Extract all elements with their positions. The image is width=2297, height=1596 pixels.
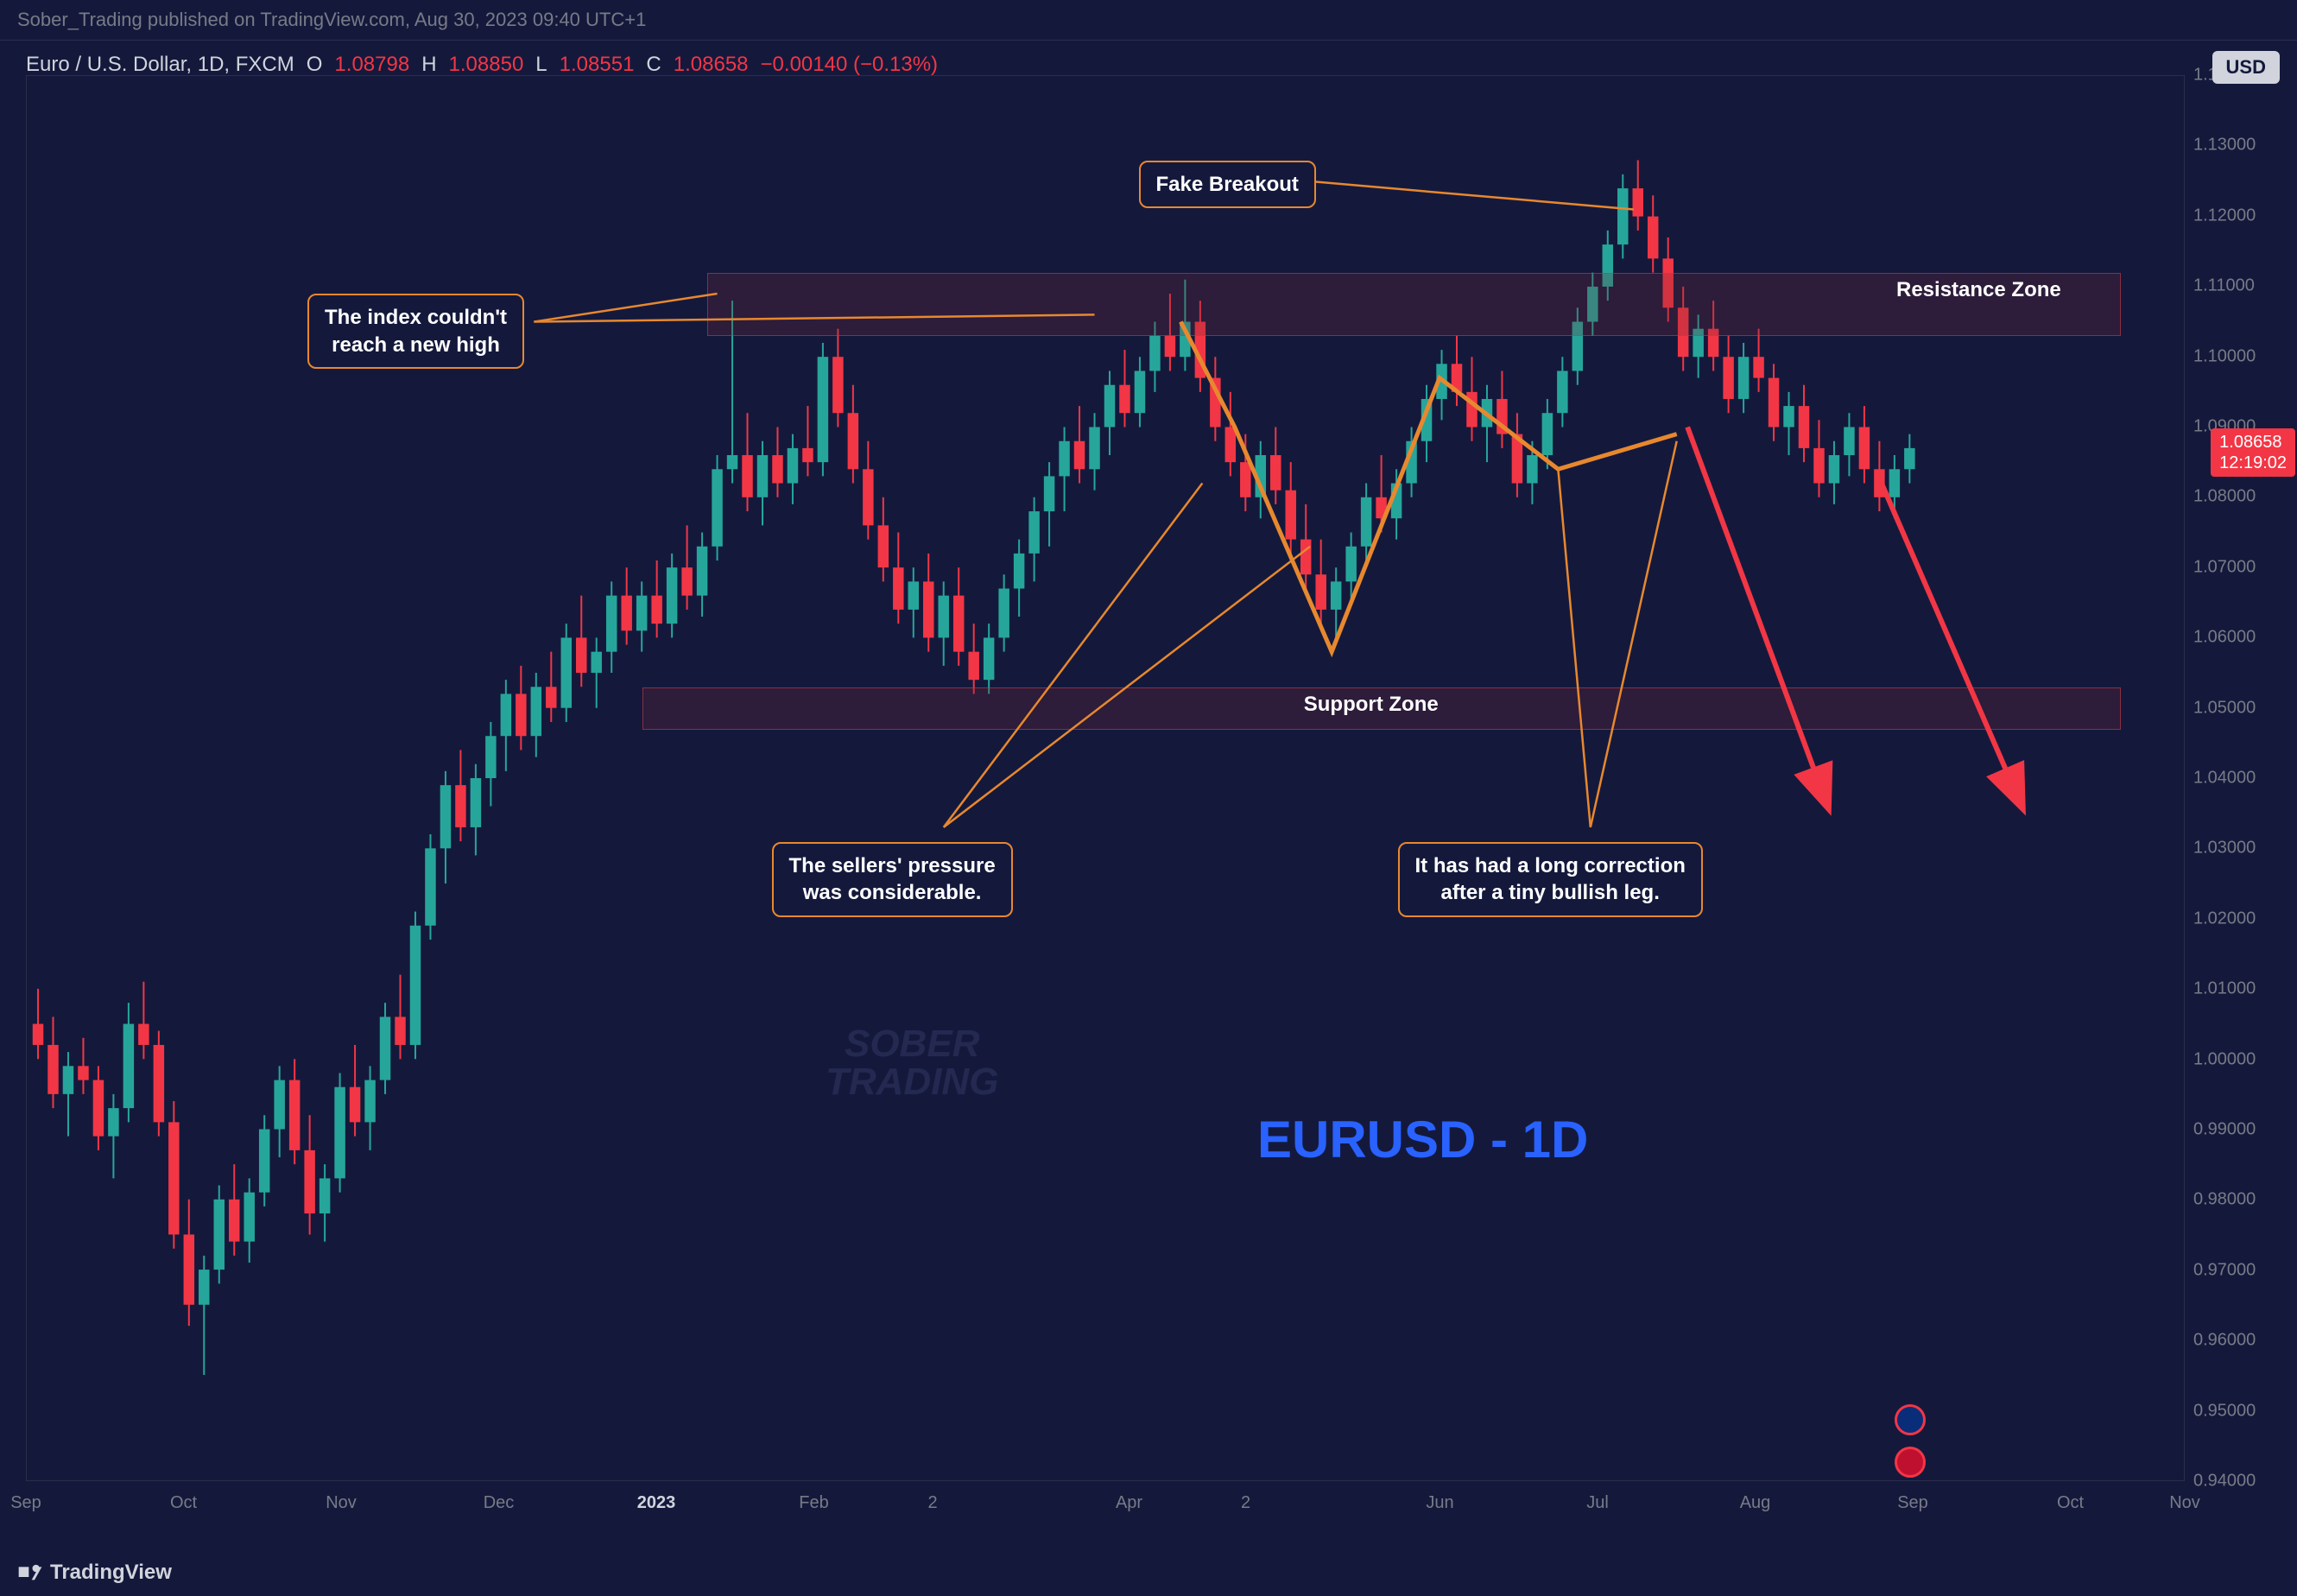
ohlc-c-label: C xyxy=(646,53,661,77)
x-tick: Apr xyxy=(1116,1493,1142,1513)
x-tick: Oct xyxy=(2057,1493,2084,1513)
x-tick: Jul xyxy=(1586,1493,1609,1513)
y-tick: 1.03000 xyxy=(2193,839,2256,858)
ohlc-l-label: L xyxy=(535,53,547,77)
publish-text: Sober_Trading published on TradingView.c… xyxy=(17,9,646,30)
publish-header: Sober_Trading published on TradingView.c… xyxy=(0,0,2297,41)
y-tick: 0.94000 xyxy=(2193,1472,2256,1492)
y-tick: 1.13000 xyxy=(2193,136,2256,155)
y-tick: 1.06000 xyxy=(2193,628,2256,648)
x-tick: Nov xyxy=(326,1493,357,1513)
ohlc-l: 1.08551 xyxy=(560,53,635,77)
ohlc-o-label: O xyxy=(307,53,323,77)
resistance-zone-label: Resistance Zone xyxy=(1896,278,2061,302)
currency-flag-icon xyxy=(1895,1404,1926,1435)
y-tick: 1.05000 xyxy=(2193,698,2256,718)
x-tick: Dec xyxy=(484,1493,515,1513)
callout-new-high: The index couldn'treach a new high xyxy=(307,294,524,368)
chart-area[interactable]: Resistance Zone Support Zone EURUSD - 1D… xyxy=(26,75,2185,1481)
tradingview-brand-text: TradingView xyxy=(50,1561,172,1585)
y-tick: 1.02000 xyxy=(2193,909,2256,928)
current-price-label: 1.0865812:19:02 xyxy=(2211,428,2295,477)
ohlc-c: 1.08658 xyxy=(674,53,749,77)
x-tick: Jun xyxy=(1426,1493,1453,1513)
x-tick: Aug xyxy=(1740,1493,1771,1513)
currency-flag-icon xyxy=(1895,1447,1926,1478)
time-axis: SepOctNovDec2023Feb2Apr2JunJulAugSepOctN… xyxy=(26,1481,2185,1533)
tradingview-logo-icon xyxy=(17,1560,43,1586)
y-tick: 0.95000 xyxy=(2193,1401,2256,1421)
callout-sellers-pressure: The sellers' pressurewas considerable. xyxy=(772,842,1013,916)
x-tick: 2 xyxy=(1241,1493,1250,1513)
y-tick: 1.04000 xyxy=(2193,769,2256,788)
y-tick: 1.00000 xyxy=(2193,1049,2256,1069)
currency-badge[interactable]: USD xyxy=(2212,51,2280,84)
y-tick: 0.96000 xyxy=(2193,1331,2256,1351)
y-tick: 0.97000 xyxy=(2193,1260,2256,1280)
x-tick: Sep xyxy=(10,1493,41,1513)
y-tick: 0.98000 xyxy=(2193,1190,2256,1210)
x-tick: 2 xyxy=(927,1493,937,1513)
symbol-desc: Euro / U.S. Dollar, 1D, FXCM xyxy=(26,53,294,77)
x-tick: Feb xyxy=(799,1493,828,1513)
y-tick: 0.99000 xyxy=(2193,1120,2256,1140)
x-tick: Sep xyxy=(1897,1493,1928,1513)
y-tick: 1.12000 xyxy=(2193,206,2256,225)
callout-fake-breakout: Fake Breakout xyxy=(1139,161,1316,208)
watermark: SOBERTRADING xyxy=(826,1025,998,1101)
ohlc-h-label: H xyxy=(421,53,436,77)
chart-container: Euro / U.S. Dollar, 1D, FXCM O1.08798 H1… xyxy=(0,41,2297,1533)
x-tick: 2023 xyxy=(637,1493,676,1513)
callout-long-correction: It has had a long correctionafter a tiny… xyxy=(1398,842,1703,916)
x-tick: Nov xyxy=(2169,1493,2200,1513)
y-tick: 1.07000 xyxy=(2193,557,2256,577)
ohlc-o: 1.08798 xyxy=(334,53,409,77)
y-tick: 1.10000 xyxy=(2193,346,2256,366)
support-zone-label: Support Zone xyxy=(1304,693,1439,717)
x-tick: Oct xyxy=(170,1493,197,1513)
price-axis: 1.140001.130001.120001.110001.100001.090… xyxy=(2185,75,2297,1481)
ohlc-change: −0.00140 (−0.13%) xyxy=(761,53,939,77)
y-tick: 1.08000 xyxy=(2193,487,2256,507)
chart-title-overlay: EURUSD - 1D xyxy=(1257,1110,1588,1169)
ohlc-h: 1.08850 xyxy=(449,53,524,77)
symbol-info-bar: Euro / U.S. Dollar, 1D, FXCM O1.08798 H1… xyxy=(26,53,938,77)
tradingview-brand[interactable]: TradingView xyxy=(17,1560,172,1586)
y-tick: 1.11000 xyxy=(2193,276,2255,296)
y-tick: 1.01000 xyxy=(2193,979,2256,999)
